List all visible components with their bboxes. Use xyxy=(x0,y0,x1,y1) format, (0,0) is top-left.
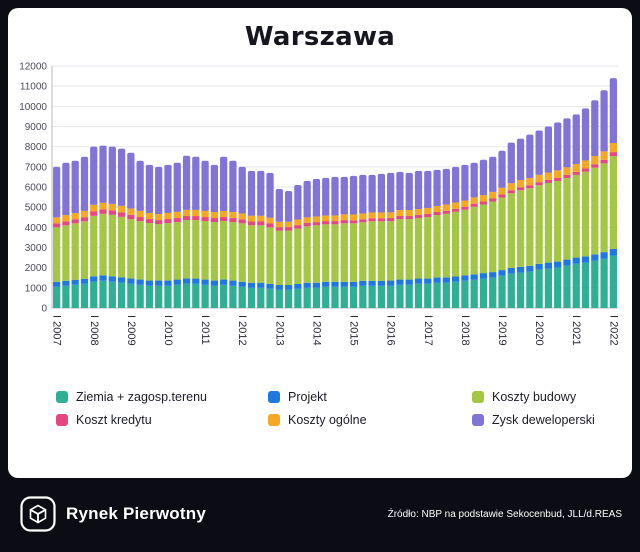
legend-marker-koszty-ogolne xyxy=(268,414,280,426)
legend-item-ziemia[interactable]: Ziemia + zagosp.terenu xyxy=(56,390,268,404)
legend-label: Zysk deweloperski xyxy=(492,413,595,427)
svg-text:I 2013: I 2013 xyxy=(273,315,285,346)
legend-item-projekt[interactable]: Projekt xyxy=(268,390,472,404)
svg-text:I 2020: I 2020 xyxy=(533,315,545,346)
legend-label: Koszty budowy xyxy=(492,390,577,404)
svg-text:9000: 9000 xyxy=(25,122,48,133)
svg-text:I 2018: I 2018 xyxy=(459,315,471,346)
legend-marker-ziemia xyxy=(56,391,68,403)
source-note: Źródło: NBP na podstawie Sekocenbud, JLL… xyxy=(387,508,622,520)
svg-text:I 2021: I 2021 xyxy=(570,315,582,346)
brand-logo: Rynek Pierwotny xyxy=(20,496,206,532)
legend-item-koszty-budowy[interactable]: Koszty budowy xyxy=(472,390,632,404)
svg-text:10000: 10000 xyxy=(19,102,47,113)
footer: Rynek Pierwotny Źródło: NBP na podstawie… xyxy=(8,478,632,550)
cube-icon xyxy=(20,496,56,532)
legend-item-koszty-ogolne[interactable]: Koszty ogólne xyxy=(268,413,472,427)
legend-marker-zysk-deweloperski xyxy=(472,414,484,426)
legend-label: Ziemia + zagosp.terenu xyxy=(76,390,207,404)
svg-text:4000: 4000 xyxy=(25,223,48,234)
legend-label: Koszt kredytu xyxy=(76,413,152,427)
svg-text:I 2009: I 2009 xyxy=(125,315,137,346)
legend-item-koszt-kredytu[interactable]: Koszt kredytu xyxy=(56,413,268,427)
chart-title: Warszawa xyxy=(244,22,396,52)
legend-item-zysk-deweloperski[interactable]: Zysk deweloperski xyxy=(472,413,632,427)
svg-text:I 2011: I 2011 xyxy=(199,315,211,345)
svg-text:11000: 11000 xyxy=(20,82,48,93)
svg-text:I 2014: I 2014 xyxy=(310,315,322,346)
svg-text:0: 0 xyxy=(41,304,47,315)
svg-text:12000: 12000 xyxy=(19,62,47,73)
svg-text:2000: 2000 xyxy=(25,263,48,274)
svg-text:3000: 3000 xyxy=(25,243,48,254)
legend-marker-projekt xyxy=(268,391,280,403)
svg-text:7000: 7000 xyxy=(25,162,48,173)
svg-text:I 2017: I 2017 xyxy=(422,315,434,346)
chart-legend: Ziemia + zagosp.terenu Projekt Koszty bu… xyxy=(8,390,632,427)
stacked-bar-chart: 0 1000 2000 3000 4000 5000 6000 7000 8000 9000 100… xyxy=(19,62,619,346)
svg-text:I 2008: I 2008 xyxy=(88,315,100,346)
svg-text:I 2019: I 2019 xyxy=(496,315,508,346)
svg-text:5000: 5000 xyxy=(25,203,48,214)
svg-text:I 2016: I 2016 xyxy=(385,315,397,346)
svg-text:I 2015: I 2015 xyxy=(348,315,360,346)
legend-label: Koszty ogólne xyxy=(288,413,367,427)
svg-text:6000: 6000 xyxy=(25,183,48,194)
svg-text:1000: 1000 xyxy=(25,283,48,294)
chart-card: Warszawa 0 1000 2000 3000 4000 5000 6000 7000 80… xyxy=(8,8,632,478)
legend-marker-koszty-budowy xyxy=(472,391,484,403)
svg-text:I 2007: I 2007 xyxy=(51,315,63,346)
svg-text:8000: 8000 xyxy=(25,142,48,153)
svg-text:I 2022: I 2022 xyxy=(607,315,619,346)
svg-text:I 2012: I 2012 xyxy=(236,315,248,346)
brand-name: Rynek Pierwotny xyxy=(66,504,206,523)
svg-text:I 2010: I 2010 xyxy=(162,315,174,346)
legend-marker-koszt-kredytu xyxy=(56,414,68,426)
legend-label: Projekt xyxy=(288,390,327,404)
